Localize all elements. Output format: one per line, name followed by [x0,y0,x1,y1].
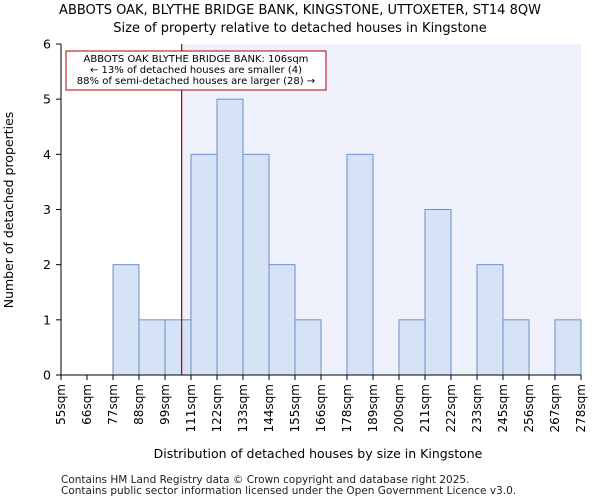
x-tick-label-99sqm: 99sqm [158,384,172,425]
x-tick-label-178sqm: 178sqm [340,384,354,432]
x-tick-label-133sqm: 133sqm [236,384,250,432]
bar-111sqm [190,153,218,376]
y-axis-label: Number of detached properties [1,112,16,309]
bar-122sqm [216,98,244,376]
y-tick-label-2: 2 [43,257,51,272]
chart-title: ABBOTS OAK, BLYTHE BRIDGE BANK, KINGSTON… [59,3,541,18]
bar-233sqm [476,264,504,376]
bar-77sqm [112,264,140,376]
annotation-line-1: ABBOTS OAK BLYTHE BRIDGE BANK: 106sqm [84,54,309,65]
y-tick-label-5: 5 [43,92,51,107]
bar-133sqm [242,153,270,376]
x-tick-label-211sqm: 211sqm [418,384,432,432]
x-tick-label-144sqm: 144sqm [262,384,276,432]
x-tick-label-267sqm: 267sqm [548,384,562,432]
footer-line-1: Contains HM Land Registry data © Crown c… [61,474,470,486]
chart-subtitle: Size of property relative to detached ho… [113,21,487,36]
x-tick-label-111sqm: 111sqm [184,384,198,432]
y-tick-label-1: 1 [43,312,51,327]
bar-88sqm [138,319,166,376]
x-tick-label-166sqm: 166sqm [314,384,328,432]
bar-267sqm [554,319,582,376]
annotation-box [65,50,327,91]
bar-99sqm [164,319,192,376]
footer-line-2: Contains public sector information licen… [61,485,517,497]
x-tick-label-222sqm: 222sqm [444,384,458,432]
x-tick-label-278sqm: 278sqm [574,384,588,432]
bars [112,98,582,376]
y-tick-label-3: 3 [43,202,51,217]
x-tick-label-122sqm: 122sqm [210,384,224,432]
x-ticks: 55sqm 66sqm 77sqm 88sqm 99sqm 111sqm 122sqm 133… [54,375,588,432]
x-axis-label: Distribution of detached houses by size … [154,446,483,461]
bar-178sqm [346,153,374,376]
annotation-line-2: ← 13% of detached houses are smaller (4) [90,65,302,76]
x-tick-label-256sqm: 256sqm [522,384,536,432]
x-tick-label-245sqm: 245sqm [496,384,510,432]
bar-245sqm [502,319,530,376]
bar-144sqm [268,264,296,376]
x-tick-label-88sqm: 88sqm [132,384,146,425]
y-tick-label-4: 4 [43,147,51,162]
y-tick-label-0: 0 [43,368,51,383]
x-tick-label-155sqm: 155sqm [288,384,302,432]
bar-200sqm [398,319,426,376]
x-tick-label-200sqm: 200sqm [392,384,406,432]
bar-211sqm [424,209,452,376]
x-tick-label-77sqm: 77sqm [106,384,120,425]
x-tick-label-66sqm: 66sqm [80,384,94,425]
y-tick-label-6: 6 [43,37,51,52]
annotation-line-3: 88% of semi-detached houses are larger (… [77,76,315,87]
x-tick-label-189sqm: 189sqm [366,384,380,432]
x-tick-label-233sqm: 233sqm [470,384,484,432]
bar-155sqm [294,319,322,376]
x-tick-label-55sqm: 55sqm [54,384,68,425]
annotation-layer: ABBOTS OAK BLYTHE BRIDGE BANK: 106sqm← 1… [65,50,327,91]
y-ticks: 0 1 2 3 4 5 6 [43,37,61,383]
